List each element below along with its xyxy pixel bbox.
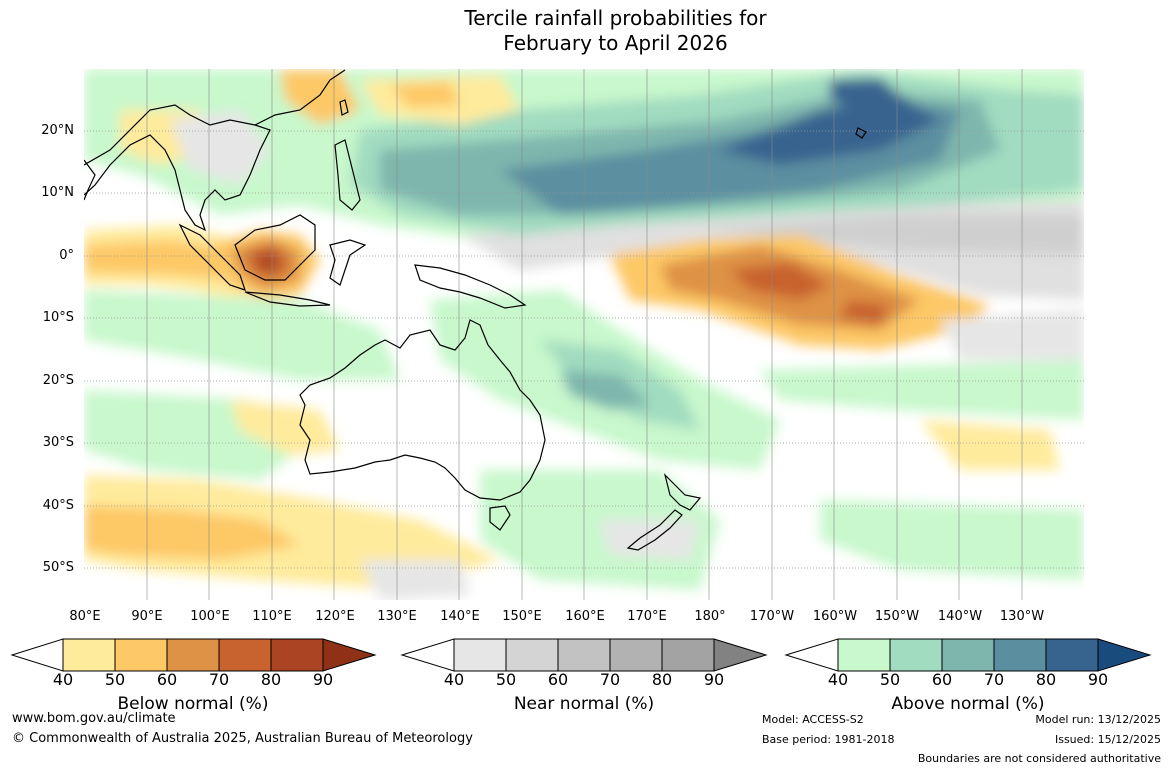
above-tick-50: 50 (879, 670, 901, 689)
website-link[interactable]: www.bom.gov.au/climate (12, 711, 176, 726)
lon-label-140w: 140°W (937, 609, 983, 624)
lon-label-150w: 150°W (874, 609, 920, 624)
graticule (84, 69, 1084, 600)
base-period-text: Base period: 1981-2018 (762, 733, 895, 746)
disclaimer-text: Boundaries are not considered authoritat… (917, 752, 1161, 765)
lat-label-10s: 10°S (42, 310, 74, 325)
copyright-text: © Commonwealth of Australia 2025, Austra… (12, 731, 473, 746)
near-tick-80: 80 (651, 670, 673, 689)
near-tick-90: 90 (703, 670, 725, 689)
lon-label-140e: 140°E (440, 609, 480, 624)
above-tick-60: 60 (931, 670, 953, 689)
above-tick-40: 40 (827, 670, 849, 689)
new-zealand-south-outline (626, 509, 683, 551)
lat-label-40s: 40°S (42, 498, 74, 513)
legend-above-label: Above normal (%) (891, 694, 1045, 714)
lon-label-160w: 160°W (812, 609, 858, 624)
legend-near-label: Near normal (%) (513, 694, 655, 714)
lat-label-50s: 50°S (42, 560, 74, 575)
lon-label-100e: 100°E (190, 609, 230, 624)
legend-above (784, 638, 1152, 672)
above-tick-90: 90 (1087, 670, 1109, 689)
tasmania-outline (489, 505, 511, 531)
china-coast (254, 69, 346, 126)
lon-label-80e: 80°E (69, 609, 101, 624)
title-line-2: February to April 2026 (503, 31, 728, 55)
new-guinea-outline (414, 264, 527, 309)
near-lower-triangle (400, 638, 455, 672)
above-upper-triangle (1097, 638, 1152, 672)
lat-label-10n: 10°N (41, 185, 74, 200)
lon-label-90e: 90°E (131, 609, 163, 624)
lat-label-30s: 30°S (42, 435, 74, 450)
legend-near (400, 638, 768, 672)
borneo-outline (234, 214, 316, 281)
below-tick-50: 50 (104, 670, 126, 689)
near-tick-60: 60 (547, 670, 569, 689)
lon-label-170e: 170°E (627, 609, 667, 624)
legend-below-label: Below normal (%) (117, 694, 269, 714)
near-upper-triangle (713, 638, 768, 672)
below-tick-80: 80 (260, 670, 282, 689)
lat-label-0: 0° (59, 248, 74, 263)
new-zealand-north-outline (663, 473, 702, 511)
philippines-outline (334, 139, 361, 211)
lon-label-180: 180° (694, 609, 726, 624)
near-tick-70: 70 (599, 670, 621, 689)
lon-label-110e: 110°E (252, 609, 292, 624)
near-tick-50: 50 (495, 670, 517, 689)
taiwan-outline (339, 99, 349, 116)
hawaii-outline (855, 127, 867, 139)
below-tick-60: 60 (156, 670, 178, 689)
above-lower-triangle (784, 638, 839, 672)
below-lower-triangle (10, 638, 64, 672)
lon-label-130w: 130°W (999, 609, 1045, 624)
coastlines (84, 69, 867, 551)
se-asia-outline (84, 104, 271, 232)
lon-label-170w: 170°W (749, 609, 795, 624)
java-outline (244, 291, 331, 307)
lat-label-20n: 20°N (41, 123, 74, 138)
above-tick-80: 80 (1035, 670, 1057, 689)
map-area (84, 69, 1084, 600)
india-outline (84, 159, 96, 201)
lon-label-160e: 160°E (565, 609, 605, 624)
below-tick-70: 70 (208, 670, 230, 689)
below-upper-triangle (322, 638, 377, 672)
issued-text: Issued: 15/12/2025 (1054, 733, 1161, 746)
lat-label-20s: 20°S (42, 373, 74, 388)
model-text: Model: ACCESS-S2 (762, 713, 864, 726)
lon-label-120e: 120°E (315, 609, 355, 624)
lon-label-130e: 130°E (377, 609, 417, 624)
map-title: Tercile rainfall probabilities for Febru… (0, 6, 1173, 56)
sumatra-outline (178, 223, 246, 291)
australia-outline (299, 319, 546, 501)
above-tick-70: 70 (983, 670, 1005, 689)
lon-label-150e: 150°E (502, 609, 542, 624)
near-tick-40: 40 (443, 670, 465, 689)
sulawesi-outline (329, 239, 367, 286)
model-run-text: Model run: 13/12/2025 (1035, 713, 1161, 726)
below-tick-40: 40 (52, 670, 74, 689)
legend-below (10, 638, 377, 672)
title-line-1: Tercile rainfall probabilities for (464, 6, 767, 30)
below-tick-90: 90 (312, 670, 334, 689)
